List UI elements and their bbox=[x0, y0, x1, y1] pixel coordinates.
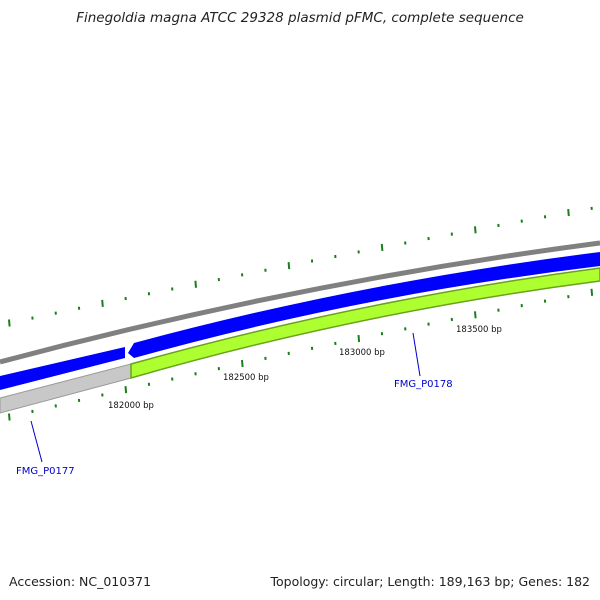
major-tick bbox=[590, 288, 594, 296]
major-tick bbox=[380, 243, 384, 252]
major-tick bbox=[8, 413, 11, 421]
major-tick bbox=[241, 359, 244, 368]
feature-green[interactable] bbox=[130, 267, 600, 379]
gene-callout-line-fmg-p0177 bbox=[30, 420, 43, 463]
major-tick bbox=[567, 208, 570, 217]
outer-tick-row bbox=[8, 206, 593, 327]
inner-tick-row bbox=[8, 288, 594, 421]
major-tick bbox=[357, 334, 361, 343]
gene-label-fmg-p0178[interactable]: FMG_P0178 bbox=[394, 379, 453, 390]
ruler-label-182000: 182000 bp bbox=[108, 401, 154, 411]
backbone-track bbox=[0, 240, 600, 365]
ruler-label-183500: 183500 bp bbox=[456, 325, 502, 335]
major-tick bbox=[8, 319, 11, 327]
accession-text: Accession: NC_010371 bbox=[9, 574, 152, 589]
gene-arrow-fmg-p0178[interactable] bbox=[128, 252, 600, 358]
gene-callout-line-fmg-p0178 bbox=[412, 332, 421, 377]
major-tick bbox=[474, 311, 477, 319]
ruler-label-182500: 182500 bp bbox=[223, 373, 269, 383]
topology-summary: Topology: circular; Length: 189,163 bp; … bbox=[270, 574, 591, 589]
ruler-label-183000: 183000 bp bbox=[339, 348, 385, 358]
major-tick bbox=[194, 280, 197, 288]
gene-arrow-fmg-p0177[interactable] bbox=[0, 347, 125, 390]
major-tick bbox=[474, 226, 477, 234]
major-tick bbox=[124, 386, 128, 394]
major-tick bbox=[287, 262, 291, 270]
major-tick bbox=[101, 299, 104, 307]
gene-label-fmg-p0177[interactable]: FMG_P0177 bbox=[16, 466, 75, 477]
map-title: Finegoldia magna ATCC 29328 plasmid pFMC… bbox=[76, 10, 524, 26]
